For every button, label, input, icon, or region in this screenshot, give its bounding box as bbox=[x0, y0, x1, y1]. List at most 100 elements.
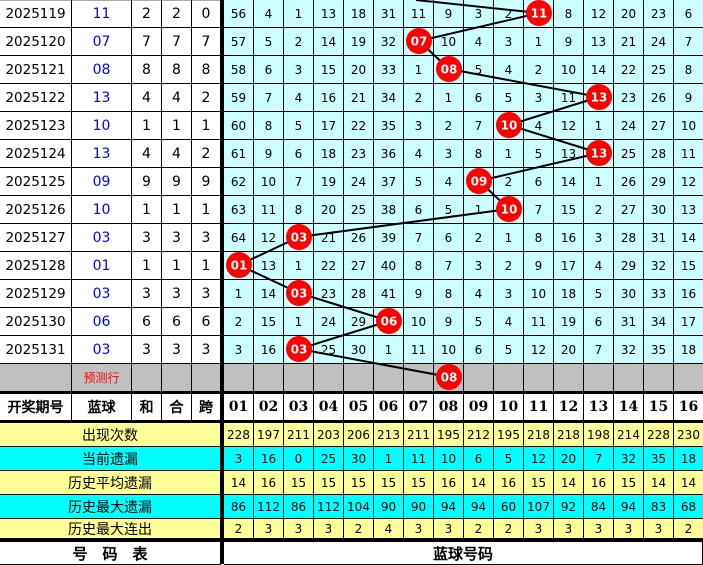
stat-value: 20 bbox=[554, 447, 584, 471]
he-cell: 3 bbox=[162, 224, 192, 252]
ball-circle bbox=[286, 336, 312, 362]
miss-cell: 37 bbox=[374, 168, 404, 196]
miss-cell: 6 bbox=[584, 308, 614, 336]
miss-cell: 3 bbox=[584, 224, 614, 252]
stat-value: 60 bbox=[494, 495, 524, 519]
stat-value: 10 bbox=[434, 447, 464, 471]
stat-value: 94 bbox=[614, 495, 644, 519]
miss-cell: 2 bbox=[224, 308, 254, 336]
miss-cell: 3 bbox=[224, 336, 254, 364]
span-cell: 2 bbox=[192, 140, 221, 168]
miss-cell: 14 bbox=[674, 224, 703, 252]
miss-cell: 7 bbox=[464, 112, 494, 140]
stat-value: 218 bbox=[524, 423, 554, 447]
stat-value: 16 bbox=[434, 471, 464, 495]
stat-value: 7 bbox=[584, 447, 614, 471]
miss-cell: 27 bbox=[614, 196, 644, 224]
ball-number: 13 bbox=[591, 147, 608, 161]
stat-value: 3 bbox=[224, 447, 254, 471]
blue-ball-marker: 03 bbox=[286, 280, 312, 306]
miss-cell: 3 bbox=[284, 56, 314, 84]
miss-cell: 29 bbox=[614, 252, 644, 280]
miss-cell: 7 bbox=[434, 252, 464, 280]
stat-value: 3 bbox=[584, 519, 614, 539]
miss-cell: 34 bbox=[374, 84, 404, 112]
miss-cell: 26 bbox=[644, 84, 674, 112]
miss-cell: 35 bbox=[374, 112, 404, 140]
ball-circle bbox=[406, 28, 432, 54]
sum-cell: 7 bbox=[132, 28, 162, 56]
miss-cell: 11 bbox=[404, 336, 434, 364]
stat-value: 3 bbox=[284, 519, 314, 539]
miss-cell: 24 bbox=[344, 168, 374, 196]
ball-number: 06 bbox=[381, 315, 398, 329]
blue-ball-marker: 11 bbox=[526, 0, 552, 26]
stat-value: 211 bbox=[284, 423, 314, 447]
ball-circle bbox=[376, 308, 402, 334]
stat-value: 14 bbox=[644, 471, 674, 495]
miss-cell: 1 bbox=[494, 140, 524, 168]
period-cell: 2025122 bbox=[0, 84, 72, 112]
ball-number: 03 bbox=[291, 231, 308, 245]
stat-value: 32 bbox=[614, 447, 644, 471]
miss-cell: 15 bbox=[674, 252, 703, 280]
miss-cell: 6 bbox=[434, 224, 464, 252]
miss-cell: 11 bbox=[404, 0, 434, 28]
stat-value: 3 bbox=[614, 519, 644, 539]
stat-value: 15 bbox=[314, 471, 344, 495]
predict-cell bbox=[314, 364, 344, 392]
miss-cell: 16 bbox=[314, 84, 344, 112]
ball-number: 07 bbox=[411, 35, 428, 49]
miss-cell: 22 bbox=[344, 112, 374, 140]
blue-ball-cell: 13 bbox=[72, 84, 132, 112]
stat-value: 94 bbox=[464, 495, 494, 519]
miss-cell: 33 bbox=[644, 280, 674, 308]
period-cell: 2025126 bbox=[0, 196, 72, 224]
miss-cell: 17 bbox=[674, 308, 703, 336]
miss-cell: 16 bbox=[254, 336, 284, 364]
blue-ball-cell: 03 bbox=[72, 280, 132, 308]
blue-ball-cell: 03 bbox=[72, 224, 132, 252]
stat-value: 195 bbox=[494, 423, 524, 447]
miss-cell: 40 bbox=[374, 252, 404, 280]
predict-cell bbox=[192, 364, 221, 392]
trend-line-segment bbox=[478, 152, 600, 182]
stat-value: 15 bbox=[614, 471, 644, 495]
miss-cell: 19 bbox=[554, 308, 584, 336]
miss-cell: 12 bbox=[524, 336, 554, 364]
trend-line-segment bbox=[508, 96, 600, 126]
span-cell: 1 bbox=[192, 196, 221, 224]
ball-circle bbox=[286, 280, 312, 306]
sum-cell: 9 bbox=[132, 168, 162, 196]
period-cell: 2025131 bbox=[0, 336, 72, 364]
stat-value: 25 bbox=[314, 447, 344, 471]
he-cell: 1 bbox=[162, 196, 192, 224]
stat-value: 0 bbox=[284, 447, 314, 471]
trend-line-segment bbox=[298, 320, 390, 350]
miss-cell: 2 bbox=[404, 84, 434, 112]
miss-cell: 25 bbox=[644, 56, 674, 84]
stat-value: 203 bbox=[314, 423, 344, 447]
predict-cell bbox=[254, 364, 284, 392]
blue-ball-marker: 07 bbox=[406, 28, 432, 54]
miss-cell: 3 bbox=[464, 252, 494, 280]
miss-cell: 30 bbox=[344, 336, 374, 364]
miss-cell: 20 bbox=[554, 336, 584, 364]
period-cell: 2025121 bbox=[0, 56, 72, 84]
miss-cell: 30 bbox=[614, 280, 644, 308]
miss-cell: 15 bbox=[554, 196, 584, 224]
miss-cell: 35 bbox=[644, 336, 674, 364]
ball-number: 01 bbox=[231, 259, 248, 273]
miss-cell: 8 bbox=[404, 252, 434, 280]
miss-cell: 16 bbox=[554, 224, 584, 252]
miss-cell: 9 bbox=[524, 252, 554, 280]
blue-ball-marker: 08 bbox=[436, 56, 462, 82]
stat-label: 历史平均遗漏 bbox=[0, 471, 221, 495]
miss-cell: 33 bbox=[374, 56, 404, 84]
stat-value: 14 bbox=[554, 471, 584, 495]
blue-ball-cell: 09 bbox=[72, 168, 132, 196]
miss-cell: 6 bbox=[464, 84, 494, 112]
span-cell: 9 bbox=[192, 168, 221, 196]
stat-value: 5 bbox=[494, 447, 524, 471]
